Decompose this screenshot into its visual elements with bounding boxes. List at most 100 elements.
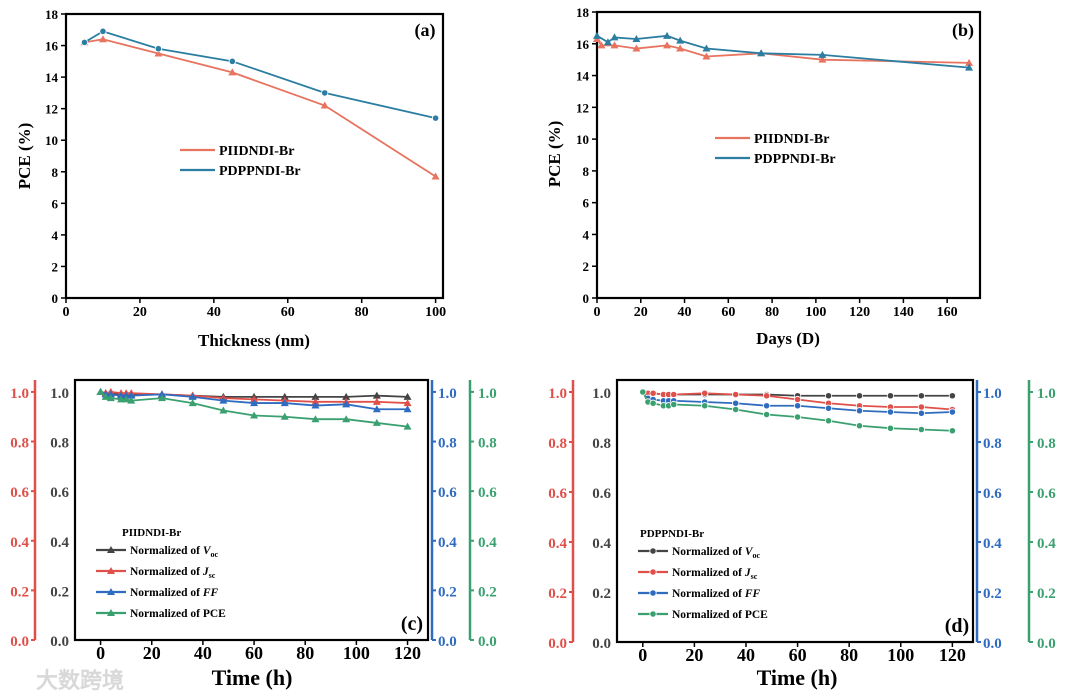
x-tick-label: 100 bbox=[425, 305, 446, 320]
data-point bbox=[917, 403, 926, 411]
data-point bbox=[649, 389, 657, 397]
y-tick-label-ff: 1.0 bbox=[438, 386, 457, 402]
data-point bbox=[965, 58, 974, 66]
legend-marker bbox=[107, 567, 115, 574]
legend-entry: PDPPNDI-Br bbox=[180, 164, 301, 179]
data-point bbox=[403, 422, 412, 430]
y-tick-label-pce: 0.4 bbox=[478, 535, 497, 551]
data-point bbox=[793, 402, 802, 410]
series-line bbox=[596, 34, 970, 69]
y-tick-label-voc: 0.4 bbox=[50, 535, 69, 551]
y-tick-label: 6 bbox=[583, 196, 590, 211]
legend-label-variable: V bbox=[203, 545, 212, 557]
x-axis-label: Time (h) bbox=[212, 665, 293, 690]
x-tick-label: 120 bbox=[939, 645, 966, 665]
y-tick-label-pce: 0.4 bbox=[1037, 536, 1056, 552]
data-point bbox=[154, 45, 163, 53]
legend-marker bbox=[649, 589, 657, 597]
x-tick-label: 0 bbox=[96, 643, 105, 663]
legend-title: PIIDNDI-Br bbox=[122, 527, 181, 539]
x-tick-label: 20 bbox=[685, 645, 703, 665]
y-tick-label-jsc: 1.0 bbox=[10, 386, 29, 402]
series-PIIDNDI-Br bbox=[593, 35, 974, 66]
x-tick-label: 140 bbox=[893, 305, 914, 320]
y-tick-label-ff: 0.2 bbox=[983, 586, 1002, 602]
y-tick-label-voc: 0.8 bbox=[592, 436, 611, 452]
y-tick-label: 16 bbox=[576, 37, 590, 52]
data-point bbox=[818, 50, 827, 58]
data-point bbox=[732, 390, 740, 399]
y-tick-label-jsc: 0.2 bbox=[548, 586, 567, 602]
data-point bbox=[855, 407, 864, 415]
y-tick-label-ff: 0.6 bbox=[983, 486, 1002, 502]
data-point bbox=[372, 418, 381, 426]
legend-marker bbox=[649, 547, 657, 555]
y-tick-label-ff: 0.8 bbox=[438, 436, 457, 452]
legend-label-prefix: Normalized of PCE bbox=[672, 609, 768, 621]
data-point bbox=[824, 392, 833, 400]
legend-entry: Normalized of Jsc bbox=[638, 567, 758, 581]
data-point bbox=[403, 392, 412, 400]
y-tick-label-ff: 0.4 bbox=[983, 536, 1002, 552]
panel-label: (a) bbox=[415, 20, 436, 41]
data-point bbox=[98, 35, 107, 43]
data-point bbox=[342, 392, 351, 400]
data-point bbox=[342, 415, 351, 423]
y-tick-label: 16 bbox=[45, 39, 59, 54]
panel-c: 0 20 40 60 80 100 120 0.0 0.0 0.0 0.0 0.2 0.2 0.2 0.2 0… bbox=[10, 378, 497, 690]
x-tick-label: 60 bbox=[281, 305, 295, 320]
plot-frame bbox=[615, 378, 975, 644]
legend-title: PDPPNDI-Br bbox=[640, 528, 704, 540]
legend-label-prefix: Normalized of bbox=[672, 567, 745, 579]
data-point bbox=[702, 44, 711, 52]
y-tick-label: 10 bbox=[576, 132, 589, 147]
plot-frame bbox=[64, 12, 445, 300]
legend-label: Normalized of Voc bbox=[130, 545, 219, 559]
x-tick-label: 40 bbox=[207, 305, 221, 320]
data-point bbox=[431, 172, 440, 180]
x-tick-label: 60 bbox=[789, 645, 807, 665]
data-point bbox=[321, 89, 329, 97]
data-point bbox=[219, 406, 228, 414]
legend-label-subscript: oc bbox=[753, 551, 761, 560]
data-point bbox=[948, 392, 956, 400]
data-point bbox=[603, 38, 612, 46]
legend-marker bbox=[107, 609, 115, 616]
data-point bbox=[122, 395, 131, 403]
data-point bbox=[311, 392, 320, 400]
data-point bbox=[228, 68, 237, 76]
legend-label-prefix: Normalized of PCE bbox=[130, 608, 226, 620]
y-tick-label-voc: 0.6 bbox=[592, 486, 611, 502]
y-tick-label: 12 bbox=[576, 100, 589, 115]
data-point bbox=[632, 44, 641, 52]
x-axis-label: Time (h) bbox=[757, 665, 838, 690]
panel-a: 0 20 40 60 80 100 0 2 4 6 8 10 12 14 16 18 Thickness (nm… bbox=[15, 7, 446, 350]
data-point bbox=[432, 114, 440, 122]
data-point bbox=[117, 395, 126, 403]
data-point bbox=[250, 411, 259, 419]
legend-entry: PIIDNDI-Br bbox=[715, 132, 829, 147]
legend-label: PIIDNDI-Br bbox=[754, 132, 829, 147]
legend-entry: Normalized of PCE bbox=[96, 608, 226, 620]
x-tick-label: 100 bbox=[887, 645, 914, 665]
legend-label: PDPPNDI-Br bbox=[219, 164, 301, 179]
legend-label-prefix: Normalized of bbox=[130, 566, 203, 578]
data-point bbox=[154, 49, 163, 57]
data-point bbox=[157, 394, 166, 402]
series-line bbox=[84, 38, 437, 178]
data-point bbox=[250, 399, 259, 407]
legend-label-variable: J bbox=[744, 567, 752, 579]
y-tick-label-jsc: 0.2 bbox=[10, 584, 29, 600]
data-point bbox=[280, 412, 289, 420]
data-point bbox=[732, 399, 740, 407]
data-point bbox=[117, 391, 126, 399]
y-tick-label: 0 bbox=[52, 291, 59, 306]
panel-label: (c) bbox=[401, 613, 423, 635]
legend-label: Normalized of Jsc bbox=[672, 567, 758, 581]
data-point bbox=[763, 392, 771, 400]
x-tick-label: 100 bbox=[343, 643, 370, 663]
y-axis-label: PCE (%) bbox=[15, 123, 34, 190]
data-point bbox=[917, 392, 926, 400]
